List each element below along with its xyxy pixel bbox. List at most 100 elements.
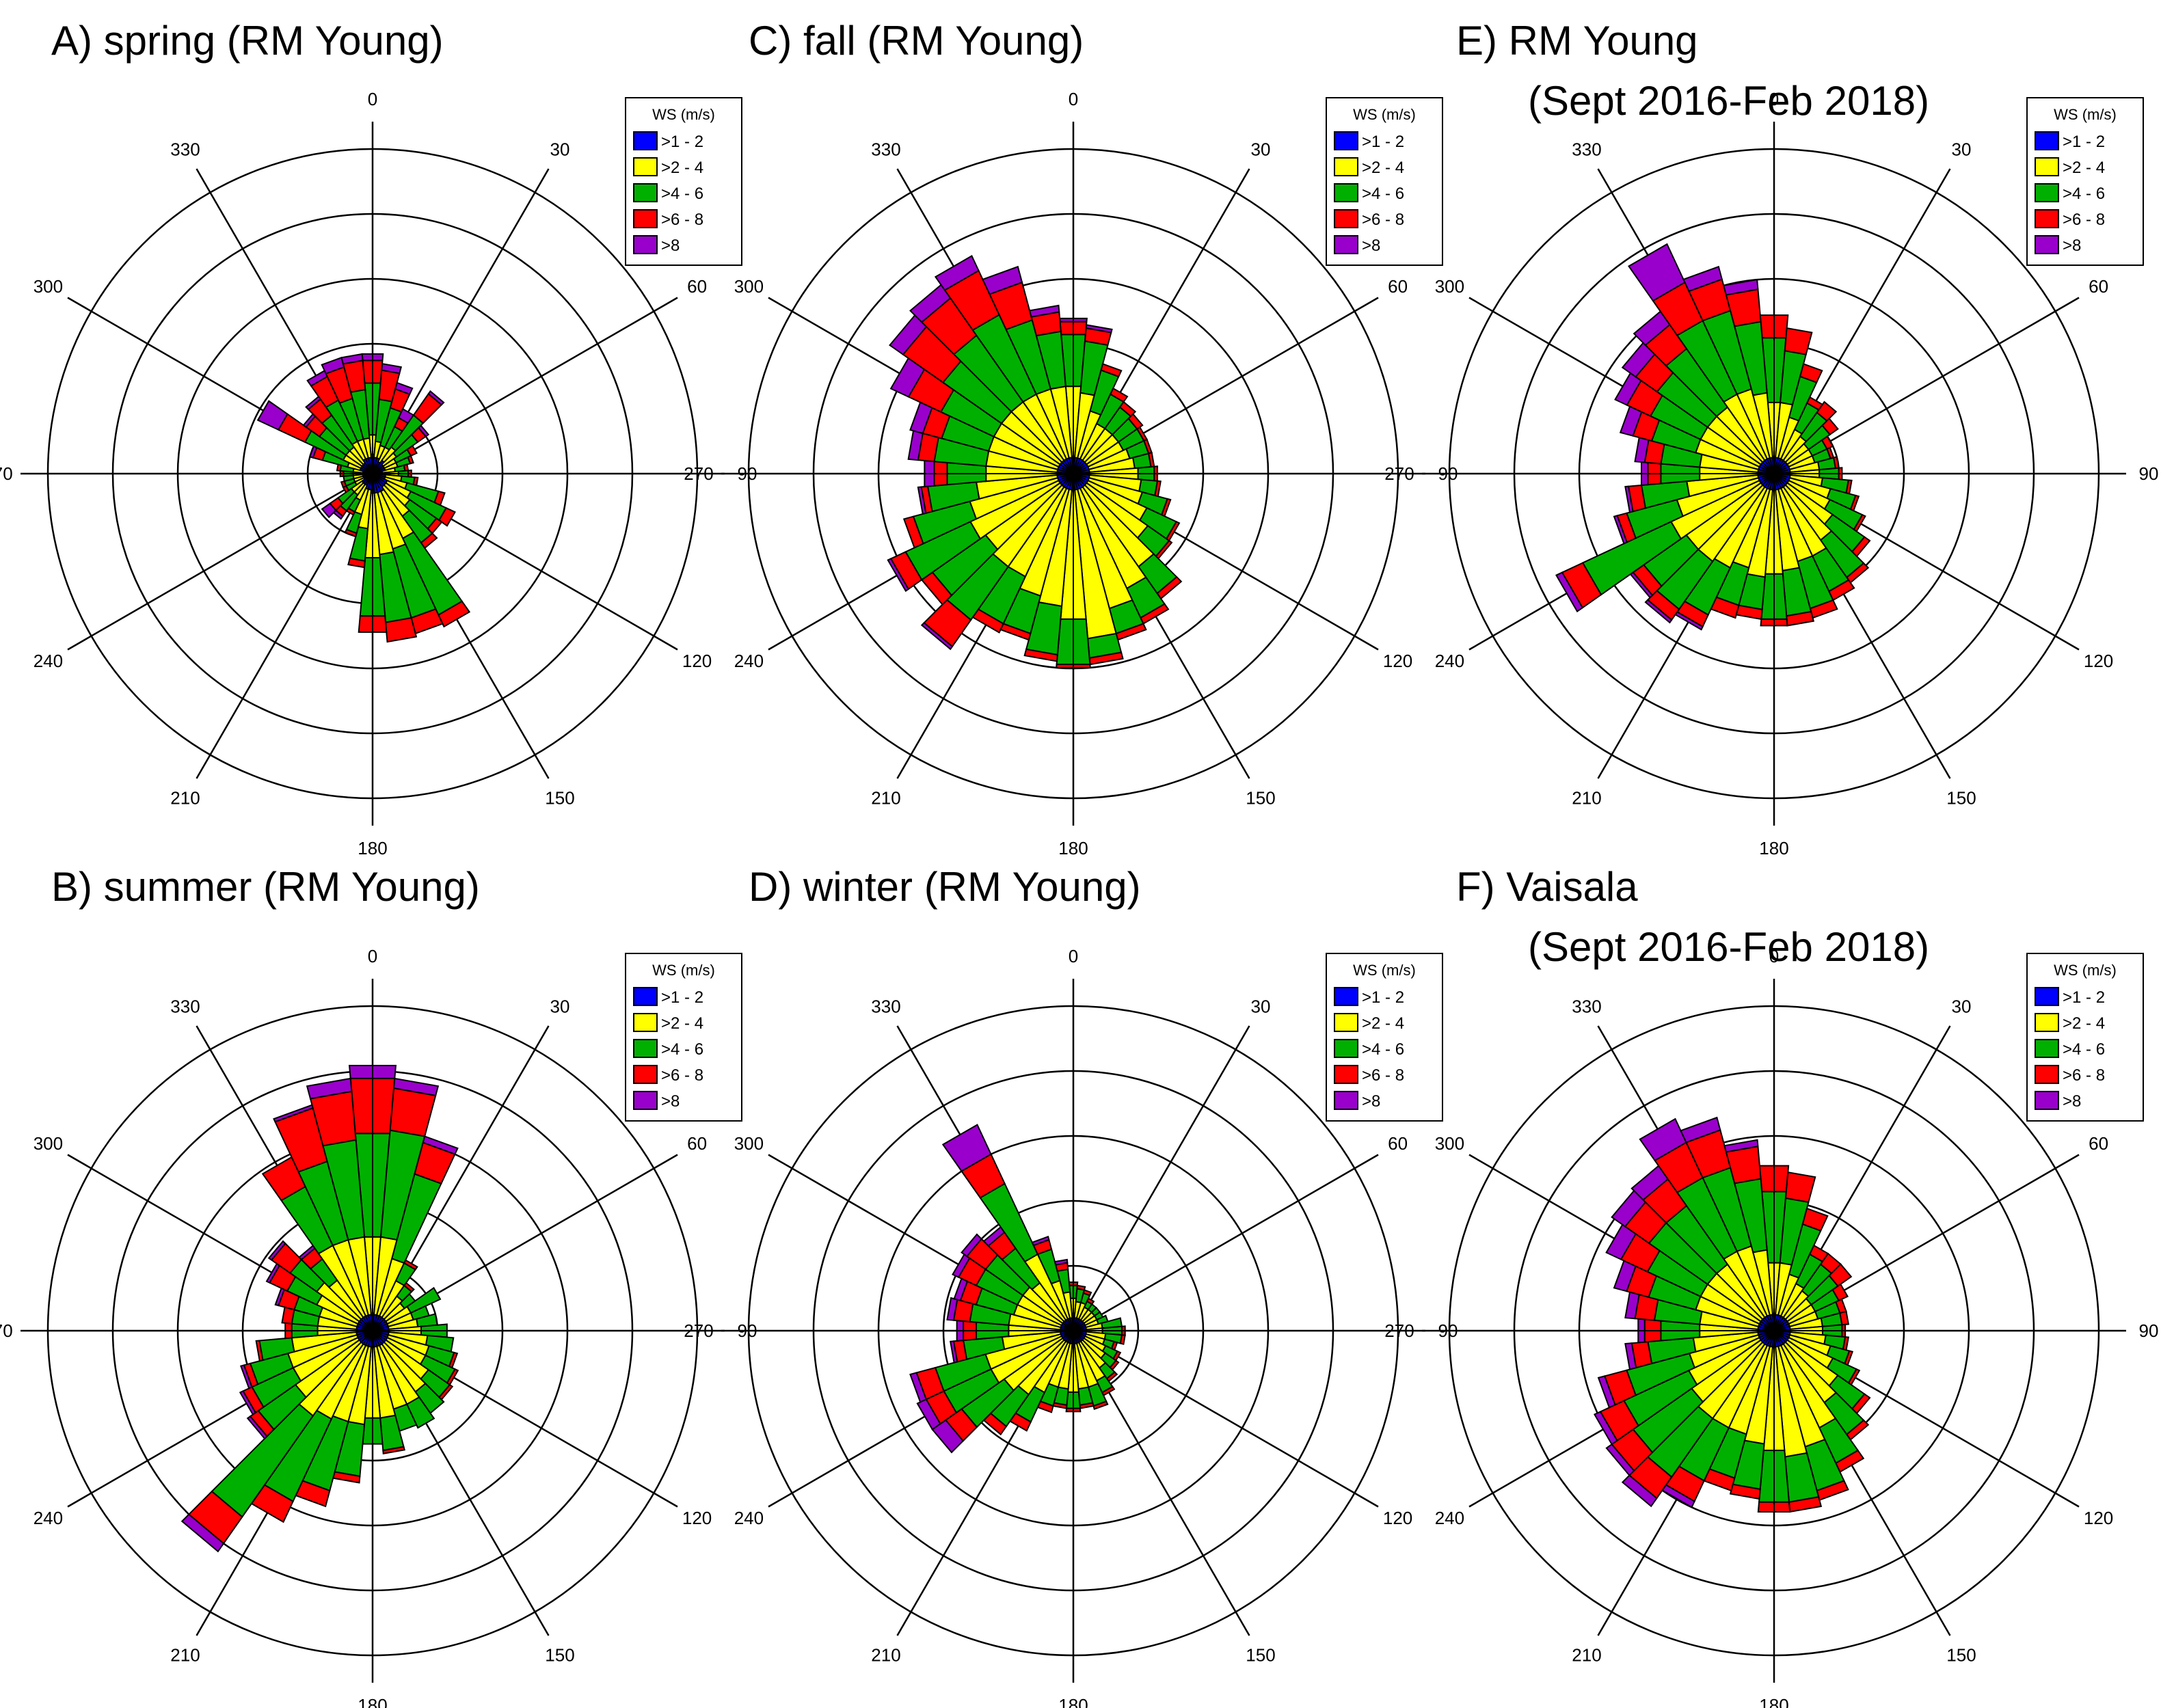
legend-label: >1 - 2 xyxy=(661,133,703,151)
direction-label: 330 xyxy=(170,996,200,1016)
sector-bars xyxy=(180,1064,459,1553)
legend-label: >4 - 6 xyxy=(661,1040,703,1059)
direction-label: 60 xyxy=(687,1133,707,1154)
direction-label: 300 xyxy=(1435,276,1464,297)
direction-label: 30 xyxy=(550,996,570,1016)
sector-bar-330-bin5 xyxy=(941,1124,992,1172)
legend-swatch xyxy=(2035,157,2059,176)
direction-label: 330 xyxy=(170,139,200,159)
direction-label: 150 xyxy=(545,788,574,809)
legend-swatch xyxy=(1334,235,1358,254)
legend-swatch xyxy=(2035,235,2059,254)
direction-label: 330 xyxy=(871,996,900,1016)
grid-spoke xyxy=(1073,1329,1379,1508)
legend-swatch xyxy=(633,183,658,202)
windrose-panel-d: D) winter (RM Young)03060901201501802102… xyxy=(684,864,1458,1708)
sector-bar-350-bin5 xyxy=(1723,1139,1759,1153)
legend-label: >4 - 6 xyxy=(2063,1040,2105,1059)
direction-label: 0 xyxy=(1769,89,1779,109)
direction-label: 210 xyxy=(871,788,900,809)
sector-bar-330-bin5 xyxy=(934,255,980,291)
direction-label: 330 xyxy=(1572,139,1601,159)
direction-label: 240 xyxy=(734,1508,764,1528)
direction-label: 300 xyxy=(33,1133,63,1154)
legend-swatch xyxy=(1334,1065,1358,1084)
direction-label: 240 xyxy=(33,1508,63,1528)
direction-label: 270 xyxy=(1384,1320,1414,1341)
sector-bars xyxy=(1555,243,1871,631)
sector-bar-260-bin5 xyxy=(1624,1342,1637,1370)
grid-spoke xyxy=(372,297,678,475)
panel-title-b: B) summer (RM Young) xyxy=(51,864,480,910)
legend-label: >2 - 4 xyxy=(2063,159,2105,177)
legend-label: >2 - 4 xyxy=(2063,1014,2105,1033)
sector-bar-240-bin5 xyxy=(1555,571,1584,613)
legend-label: >2 - 4 xyxy=(1362,159,1404,177)
direction-label: 270 xyxy=(0,1320,13,1341)
sector-bar-350-bin5 xyxy=(1722,278,1759,296)
direction-label: 0 xyxy=(1069,89,1078,109)
sector-bar-30-bin4 xyxy=(1109,387,1129,403)
panel-title-f: F) Vaisala xyxy=(1456,864,1638,910)
panel-title-d: D) winter (RM Young) xyxy=(749,864,1141,910)
direction-label: 150 xyxy=(545,1645,574,1666)
legend-title: WS (m/s) xyxy=(652,106,715,123)
direction-label: 90 xyxy=(2139,463,2159,484)
direction-label: 180 xyxy=(358,1695,387,1708)
sector-bar-120-bin4 xyxy=(438,506,456,527)
sector-bar-150-bin4 xyxy=(438,600,471,628)
sector-bar-250-bin5 xyxy=(1597,1375,1616,1409)
direction-label: 180 xyxy=(1759,1695,1788,1708)
sector-bar-20-bin4 xyxy=(1799,363,1823,383)
legend-swatch xyxy=(633,1039,658,1058)
sector-bar-350-bin5 xyxy=(340,353,364,365)
sector-bar-260-bin5 xyxy=(917,486,927,515)
legend-swatch xyxy=(633,1091,658,1110)
sector-bar-220-bin5 xyxy=(920,621,954,651)
legend-label: >1 - 2 xyxy=(1362,988,1404,1007)
direction-label: 180 xyxy=(1759,838,1788,858)
sector-bar-260-bin5 xyxy=(950,1340,958,1364)
sector-bar-310-bin5 xyxy=(961,1233,983,1258)
direction-label: 150 xyxy=(1246,788,1275,809)
direction-label: 90 xyxy=(2139,1320,2159,1341)
sector-bar-60-bin4 xyxy=(406,444,418,457)
direction-label: 60 xyxy=(1388,1133,1408,1154)
sector-bars xyxy=(1593,1116,1871,1513)
sector-bar-200-bin4 xyxy=(344,528,358,538)
direction-label: 150 xyxy=(1946,788,1976,809)
panel-title-c: C) fall (RM Young) xyxy=(749,18,1084,64)
sector-bar-30-bin4 xyxy=(403,1259,418,1271)
legend-swatch xyxy=(1334,987,1358,1006)
sector-bars xyxy=(887,255,1183,668)
sector-bar-10-bin5 xyxy=(1085,324,1113,334)
legend-label: >8 xyxy=(661,1092,680,1111)
grid-spoke xyxy=(67,472,373,651)
sector-bar-50-bin4 xyxy=(1821,417,1839,436)
sector-bar-40-bin4 xyxy=(403,1282,415,1293)
sector-bar-190-bin4 xyxy=(347,557,366,569)
direction-label: 270 xyxy=(684,1320,713,1341)
legend-label: >2 - 4 xyxy=(1362,1014,1404,1033)
legend-label: >2 - 4 xyxy=(661,1014,703,1033)
legend: WS (m/s) >1 - 2 >2 - 4 >4 - 6 >6 - 8 >8 xyxy=(625,97,742,266)
sector-bar-80-bin4 xyxy=(1839,1310,1850,1326)
sector-bar-50-bin4 xyxy=(1127,413,1144,430)
sector-bar-340-bin5 xyxy=(1031,1236,1050,1247)
sector-bar-260-bin4 xyxy=(255,1340,264,1362)
direction-label: 240 xyxy=(1435,1508,1464,1528)
legend-label: >6 - 8 xyxy=(1362,1066,1404,1085)
grid-spoke xyxy=(196,473,374,779)
sector-bar-310-bin5 xyxy=(267,1240,286,1261)
legend: WS (m/s) >1 - 2 >2 - 4 >4 - 6 >6 - 8 >8 xyxy=(625,953,742,1122)
sector-bar-60-bin4 xyxy=(1821,435,1834,450)
direction-label: 300 xyxy=(734,276,764,297)
direction-label: 120 xyxy=(2084,651,2113,671)
windrose-panel-e: E) RM Young (Sept 2016-Feb 2018)0 30 60 90 12… xyxy=(1384,18,2158,858)
sector-bar-260-bin5 xyxy=(1624,485,1634,513)
legend-swatch xyxy=(1334,1039,1358,1058)
sector-bar-300-bin5 xyxy=(256,400,288,431)
legend-label: >6 - 8 xyxy=(2063,211,2105,229)
direction-label: 180 xyxy=(1058,1695,1088,1708)
